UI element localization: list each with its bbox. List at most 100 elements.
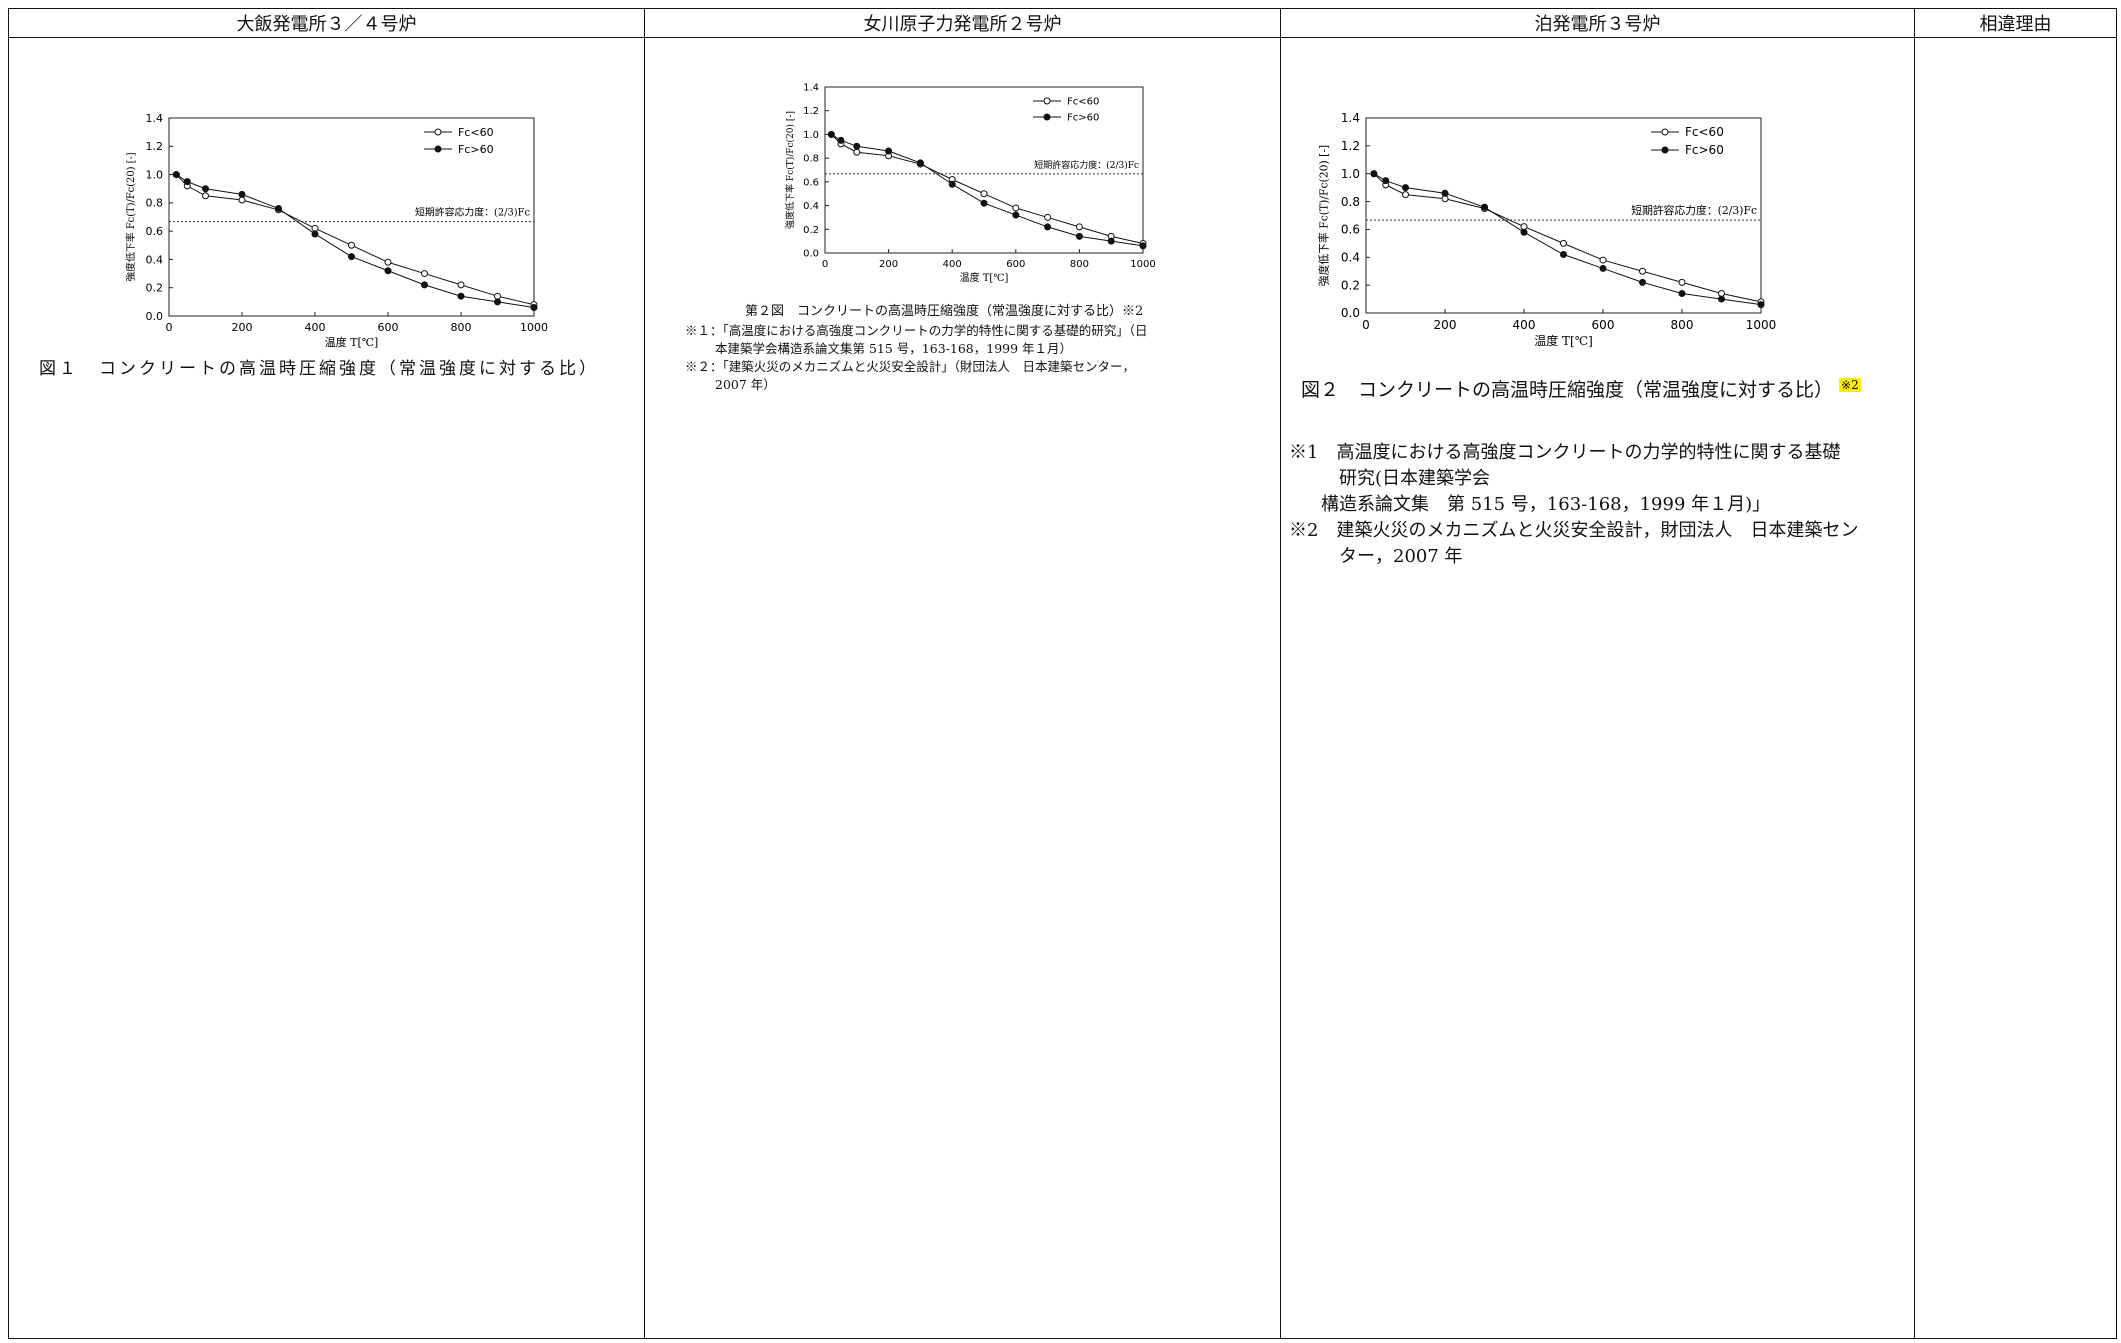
- y-tick-label: 0.0: [146, 310, 164, 323]
- series-point-1: [1044, 213, 1052, 221]
- series-line-1: [831, 134, 1144, 245]
- legend-marker-2: [1043, 113, 1051, 121]
- figure-3-caption-text: 図２ コンクリートの高温時圧縮強度（常温強度に対する比）: [1301, 379, 1834, 401]
- legend-label-1: Fc<60: [1067, 97, 1099, 108]
- series-point-2: [1044, 223, 1052, 231]
- series-point-1: [1402, 191, 1409, 199]
- y-tick-label: 0.4: [146, 253, 164, 266]
- note-1-line-1: ※１：「高温度における高強度コンクリートの力学的特性に関する基礎的研究」（日: [685, 323, 1148, 338]
- series-point-2: [1107, 237, 1115, 245]
- header-tomari: 泊発電所３号炉: [1280, 8, 1915, 38]
- figure-1-caption: 図１ コンクリートの高温時圧縮強度（常温強度に対する比）: [39, 359, 599, 379]
- x-tick-label: 1000: [1746, 318, 1777, 332]
- chart-figure-1: 0 200 400 600 800 1000 0.0 0.2 0.4 0.6 0.8 1.0 1.2 1.…: [69, 88, 549, 349]
- series-point-2: [1382, 177, 1390, 185]
- y-tick-label: 0.4: [1341, 250, 1360, 264]
- series-point-1: [348, 241, 355, 249]
- series-point-1: [384, 258, 392, 266]
- legend-marker-2: [434, 145, 442, 153]
- x-tick-label: 1000: [1130, 259, 1155, 270]
- legend-marker-2: [1661, 146, 1669, 154]
- y-tick-label: 1.4: [803, 83, 819, 94]
- ref-note-1-line-3: 構造系論文集 第 515 号，163-168，1999 年１月)」: [1321, 494, 1771, 515]
- y-tick-label: 0.8: [1341, 195, 1360, 209]
- series-point-2: [1012, 211, 1020, 219]
- chart-figure-2: 0 200 400 600 800 1000 0.0 0.2 0.4 0.6 0.8 1.0 1.2 1.…: [745, 58, 1156, 285]
- series-point-2: [1678, 290, 1686, 297]
- x-tick-label: 0: [166, 321, 173, 334]
- series-point-2: [885, 147, 893, 155]
- figure-2-caption: 第２図 コンクリートの高温時圧縮強度（常温強度に対する比）※2: [745, 304, 1144, 319]
- y-axis-label: 強度低下率 Fc(T)/Fc(20) [-]: [784, 111, 796, 229]
- series-point-1: [1012, 204, 1020, 212]
- y-axis-label: 強度低下率 Fc(T)/Fc(20) [-]: [124, 152, 137, 281]
- plot-frame: [168, 117, 535, 317]
- chart-3: 0 200 400 600 800 1000 0.0 0.2 0.4 0.6 0.8 1.0 1.2 1.…: [1317, 111, 1777, 348]
- series-point-1: [1678, 278, 1686, 286]
- note-2-line-2: 2007 年）: [715, 377, 776, 392]
- x-tick-label: 0: [1362, 318, 1370, 332]
- ref-note-2-line-1: ※2 建築火災のメカニズムと火災安全設計，財団法人 日本建築セン: [1289, 520, 1859, 541]
- series-point-2: [827, 130, 835, 138]
- legend-label-1: Fc<60: [458, 126, 494, 139]
- y-tick-label: 0.6: [1341, 223, 1360, 237]
- y-tick-label: 1.4: [1341, 111, 1360, 125]
- y-tick-label: 0.0: [803, 249, 819, 260]
- y-tick-label: 0.0: [1341, 306, 1360, 320]
- series-point-2: [1757, 301, 1765, 309]
- x-tick-label: 600: [378, 321, 399, 334]
- cell-onagawa: 0 200 400 600 800 1000 0.0 0.2 0.4 0.6 0.8 1.0 1.2 1.…: [644, 37, 1281, 1339]
- content-row: 0 200 400 600 800 1000 0.0 0.2 0.4 0.6 0.8 1.0 1.2 1.…: [8, 37, 2117, 1339]
- ref-note-2-line-2: ター，2007 年: [1339, 546, 1463, 567]
- plot-frame: [824, 86, 1144, 254]
- series-point-1: [1599, 256, 1607, 264]
- x-tick-label: 400: [1513, 318, 1536, 332]
- y-tick-label: 0.6: [803, 177, 819, 188]
- series-line-1: [175, 174, 535, 306]
- series-point-2: [275, 205, 282, 213]
- x-tick-label: 1000: [520, 321, 548, 334]
- series-point-2: [1441, 189, 1449, 197]
- series-line-2: [831, 134, 1144, 247]
- x-tick-label: 400: [943, 259, 962, 270]
- x-tick-label: 200: [1434, 318, 1457, 332]
- legend-marker-1: [1043, 97, 1051, 105]
- series-point-2: [384, 267, 392, 275]
- series-point-1: [311, 224, 319, 232]
- series-point-1: [238, 196, 246, 204]
- series-point-2: [1481, 203, 1488, 211]
- y-tick-label: 0.8: [803, 154, 819, 165]
- y-tick-label: 0.2: [146, 282, 164, 295]
- y-tick-label: 0.6: [146, 225, 164, 238]
- reference-label: 短期許容応力度：(2/3)Fc: [1034, 159, 1139, 171]
- y-tick-label: 0.8: [146, 197, 164, 210]
- series-point-2: [916, 159, 924, 167]
- chart-1: 0 200 400 600 800 1000 0.0 0.2 0.4 0.6 0.8 1.0 1.2 1.…: [124, 112, 548, 349]
- x-axis-label: 温度 T[℃]: [325, 335, 379, 349]
- y-tick-label: 0.2: [803, 225, 819, 236]
- series-line-2: [1373, 173, 1762, 306]
- series-point-1: [853, 148, 861, 156]
- ref-note-1-line-2: 研究(日本建築学会: [1339, 468, 1491, 489]
- legend-label-1: Fc<60: [1685, 125, 1724, 139]
- cell-reason: [1914, 37, 2117, 1339]
- series-point-2: [948, 180, 956, 188]
- y-tick-label: 1.0: [1341, 167, 1360, 181]
- cell-tomari: 0 200 400 600 800 1000 0.0 0.2 0.4 0.6 0.8 1.0 1.2 1.…: [1280, 37, 1915, 1339]
- series-point-2: [1402, 184, 1409, 192]
- x-tick-label: 600: [1592, 318, 1615, 332]
- x-axis-label: 温度 T[℃]: [1534, 333, 1593, 348]
- chart-figure-3: 0 200 400 600 800 1000 0.0 0.2 0.4 0.6 0.8 1.0 1.2 1.…: [1291, 78, 1791, 348]
- x-axis-label: 温度 T[℃]: [960, 271, 1009, 284]
- x-tick-label: 200: [879, 259, 898, 270]
- reference-label: 短期許容応力度：(2/3)Fc: [415, 206, 530, 219]
- legend-label-2: Fc>60: [1067, 113, 1099, 124]
- x-tick-label: 800: [1671, 318, 1694, 332]
- y-tick-label: 1.0: [803, 130, 819, 141]
- series-point-2: [1639, 278, 1646, 286]
- series-point-2: [1370, 170, 1378, 178]
- y-tick-label: 1.2: [146, 140, 164, 153]
- y-tick-label: 0.4: [803, 201, 819, 212]
- x-tick-label: 600: [1006, 259, 1025, 270]
- series-point-1: [1075, 223, 1083, 231]
